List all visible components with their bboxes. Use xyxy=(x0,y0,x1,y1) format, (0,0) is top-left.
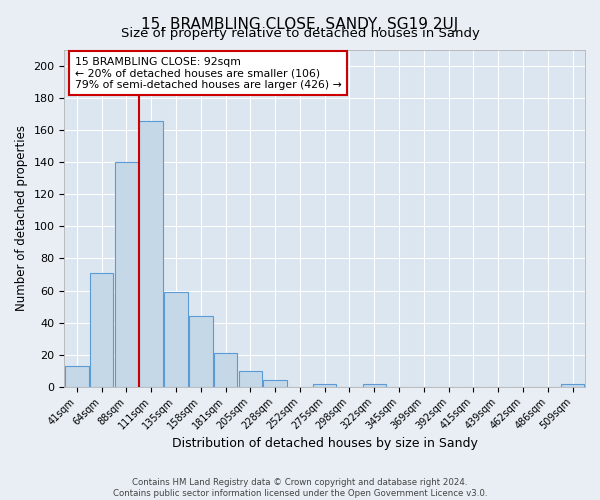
Bar xyxy=(263,380,287,386)
Bar xyxy=(65,366,89,386)
Text: 15 BRAMBLING CLOSE: 92sqm
← 20% of detached houses are smaller (106)
79% of semi: 15 BRAMBLING CLOSE: 92sqm ← 20% of detac… xyxy=(75,56,341,90)
Bar xyxy=(115,162,138,386)
X-axis label: Distribution of detached houses by size in Sandy: Distribution of detached houses by size … xyxy=(172,437,478,450)
Bar xyxy=(90,273,113,386)
Text: 15, BRAMBLING CLOSE, SANDY, SG19 2UJ: 15, BRAMBLING CLOSE, SANDY, SG19 2UJ xyxy=(142,18,458,32)
Bar xyxy=(139,120,163,386)
Bar xyxy=(239,370,262,386)
Y-axis label: Number of detached properties: Number of detached properties xyxy=(15,126,28,312)
Bar xyxy=(214,353,238,386)
Text: Size of property relative to detached houses in Sandy: Size of property relative to detached ho… xyxy=(121,28,479,40)
Bar xyxy=(164,292,188,386)
Bar xyxy=(189,316,212,386)
Text: Contains HM Land Registry data © Crown copyright and database right 2024.
Contai: Contains HM Land Registry data © Crown c… xyxy=(113,478,487,498)
Bar xyxy=(362,384,386,386)
Bar xyxy=(313,384,337,386)
Bar xyxy=(561,384,584,386)
